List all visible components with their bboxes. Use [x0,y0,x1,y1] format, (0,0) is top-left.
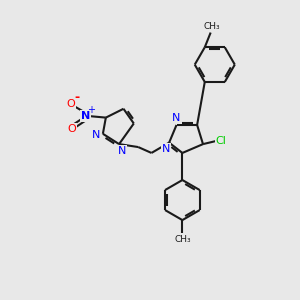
Text: N: N [162,144,170,154]
Text: +: + [87,105,95,115]
Text: N: N [172,113,181,124]
Text: N: N [92,130,100,140]
Text: -: - [74,91,80,104]
Text: N: N [81,111,90,121]
Text: N: N [118,146,126,156]
Text: Cl: Cl [216,136,227,146]
Text: CH₃: CH₃ [174,235,191,244]
Text: O: O [68,124,76,134]
Text: O: O [66,99,75,109]
Text: CH₃: CH₃ [204,22,220,31]
